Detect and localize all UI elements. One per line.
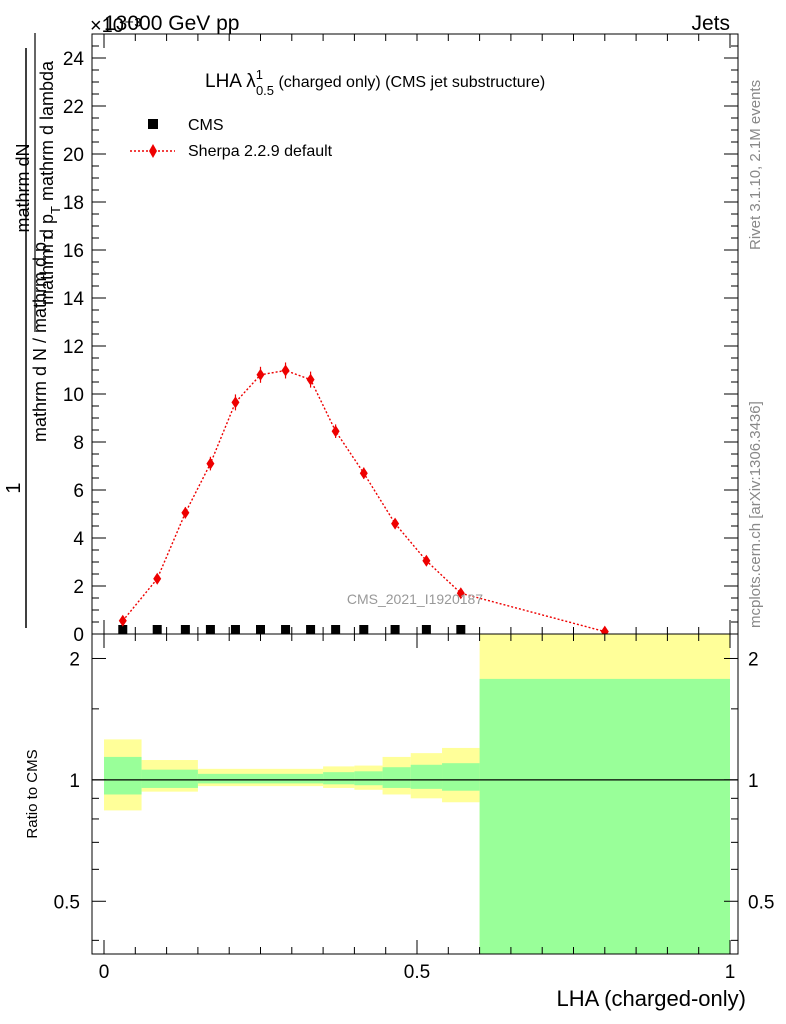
exponent-label: ×10⁻³ — [90, 15, 141, 37]
x-tick-label: 0.5 — [404, 962, 430, 983]
sherpa-point — [206, 457, 215, 470]
ratio-band-green — [197, 773, 324, 784]
ratio-band-green — [382, 767, 411, 788]
ratio-y-tick-label-right: 1 — [748, 771, 759, 792]
sherpa-point — [331, 425, 340, 438]
y-inner-denominator: mathrm d pT mathrm d lambda — [37, 60, 63, 305]
cms-point — [118, 625, 128, 634]
chart-title-sub: 0.5 — [256, 83, 274, 98]
ratio-band-green — [104, 756, 142, 795]
sherpa-point — [281, 364, 290, 377]
cms-point — [456, 625, 466, 634]
ratio-bands — [104, 634, 730, 954]
legend-sherpa-marker — [149, 144, 157, 158]
legend-sherpa-label: Sherpa 2.2.9 default — [188, 143, 333, 160]
ratio-y-tick-label-right: 0.5 — [748, 892, 774, 913]
legend: CMS Sherpa 2.2.9 default — [130, 117, 333, 160]
sherpa-point — [306, 373, 315, 386]
sherpa-point — [391, 517, 400, 530]
y-tick-label: 2 — [73, 577, 84, 598]
y-tick-label: 22 — [63, 97, 84, 118]
sherpa-point — [118, 614, 127, 627]
ratio-y-tick-label-right: 2 — [748, 649, 759, 670]
y-inner-fraction: mathrm dN mathrm d pT mathrm d lambda — [13, 33, 63, 332]
cms-point — [180, 625, 190, 634]
x-tick-label: 1 — [725, 962, 736, 983]
cms-point — [306, 625, 316, 634]
ratio-band-green — [442, 763, 480, 791]
y-tick-label: 8 — [73, 433, 84, 454]
y-tick-label: 12 — [63, 337, 84, 358]
sherpa-point — [359, 467, 368, 480]
energy-label: 13000 GeV pp — [104, 12, 239, 35]
legend-cms-marker — [148, 119, 158, 129]
sherpa-point — [256, 368, 265, 381]
legend-cms-label: CMS — [188, 117, 224, 134]
y-inner-den-main: mathrm d p — [37, 214, 57, 305]
ratio-y-tick-label: 2 — [69, 649, 80, 670]
ratio-band-green — [410, 764, 443, 789]
chart-title-rest: (charged only) (CMS jet substructure) — [274, 74, 545, 91]
process-label: Jets — [691, 12, 730, 35]
y-tick-label: 24 — [63, 49, 85, 70]
ratio-band-green — [141, 769, 198, 788]
y-tick-label: 0 — [73, 625, 84, 646]
cms-point — [421, 625, 431, 634]
cms-point — [390, 625, 400, 634]
lower-frame — [91, 633, 739, 955]
ratio-y-tick-label: 1 — [69, 771, 80, 792]
y-tick-label: 20 — [63, 145, 84, 166]
sherpa-point — [456, 587, 465, 600]
cms-point — [359, 625, 369, 634]
y-outer-numerator: 1 — [3, 482, 25, 493]
ratio-band-green — [354, 771, 383, 786]
y-tick-label: 14 — [63, 289, 85, 310]
sherpa-point — [422, 554, 431, 567]
y-inner-den-rest: mathrm d lambda — [37, 60, 57, 206]
y-tick-label: 18 — [63, 193, 84, 214]
x-axis-label: LHA (charged-only) — [556, 986, 746, 1011]
cms-point — [230, 625, 240, 634]
sherpa-point — [181, 506, 190, 519]
sherpa-line — [122, 369, 605, 633]
chart-title-main: LHA λ — [205, 71, 256, 92]
cms-point — [281, 625, 291, 634]
x-tick-label: 0 — [99, 962, 110, 983]
rivet-label: Rivet 3.1.10, 2.1M events — [747, 80, 764, 250]
cms-point — [256, 625, 265, 634]
y-tick-label: 16 — [63, 241, 84, 262]
chart-title: LHA λ1 0.5 (charged only) (CMS jet substr… — [205, 67, 545, 98]
y-tick-label: 10 — [63, 385, 84, 406]
y-inner-numerator: mathrm dN — [13, 143, 33, 232]
lower-ticks: 0.5 0.5 1 1 2 2 0 0.5 1 — [54, 634, 774, 983]
y-tick-label: 4 — [73, 529, 84, 550]
cms-point — [152, 625, 162, 634]
upper-series — [118, 362, 609, 638]
mcplots-label: mcplots.cern.ch [arXiv:1306.3436] — [747, 401, 764, 628]
y-tick-label: 6 — [73, 481, 84, 502]
chart-title-sup: 1 — [256, 67, 263, 82]
cms-point — [331, 625, 341, 634]
ratio-y-label: Ratio to CMS — [24, 749, 41, 838]
cms-point — [205, 625, 215, 634]
sherpa-point — [153, 572, 162, 585]
lower-panel: 0.5 0.5 1 1 2 2 0 0.5 1 Ratio to CMS LHA (charge… — [24, 633, 774, 1011]
ratio-band-green — [479, 678, 730, 954]
y-inner-den-sub: T — [48, 206, 63, 214]
y-outer-den-sub: T — [41, 234, 56, 242]
watermark: CMS_2021_I1920187 — [347, 591, 483, 607]
ratio-band-green — [323, 772, 355, 785]
ratio-y-tick-label: 0.5 — [54, 892, 80, 913]
upper-y-axis-label: 1 mathrm d N / mathrm d pT mathrm dN mat… — [3, 33, 63, 628]
sherpa-point — [231, 396, 240, 409]
